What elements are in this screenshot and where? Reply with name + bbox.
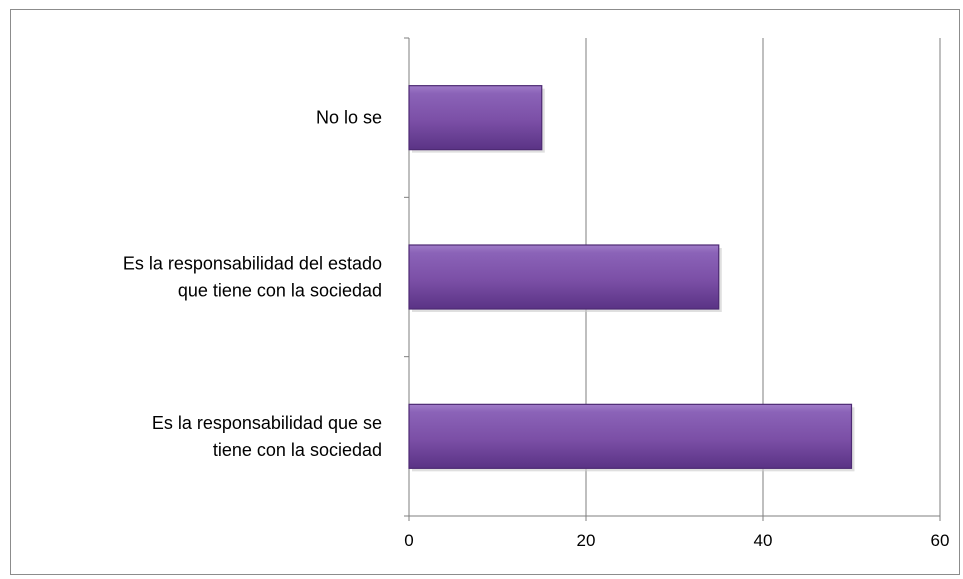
x-tick-label: 60 [931,531,950,550]
bar [408,403,855,472]
x-tick-label: 0 [404,531,413,550]
category-label: No lo se [316,108,382,128]
bar-body [408,244,720,310]
bars [408,85,855,472]
x-tick-label: 40 [754,531,773,550]
category-label: Es la responsabilidad que se [152,413,382,433]
category-label: tiene con la sociedad [213,440,382,460]
x-tick-label: 20 [577,531,596,550]
bar-body [408,403,853,469]
bar [408,85,545,153]
bar-body [408,85,543,151]
bar [408,244,722,312]
category-label: que tiene con la sociedad [178,281,382,301]
category-label: Es la responsabilidad del estado [123,254,382,274]
labels: 0 20 40 60 No lo se Es la responsabilidad del… [123,108,950,550]
